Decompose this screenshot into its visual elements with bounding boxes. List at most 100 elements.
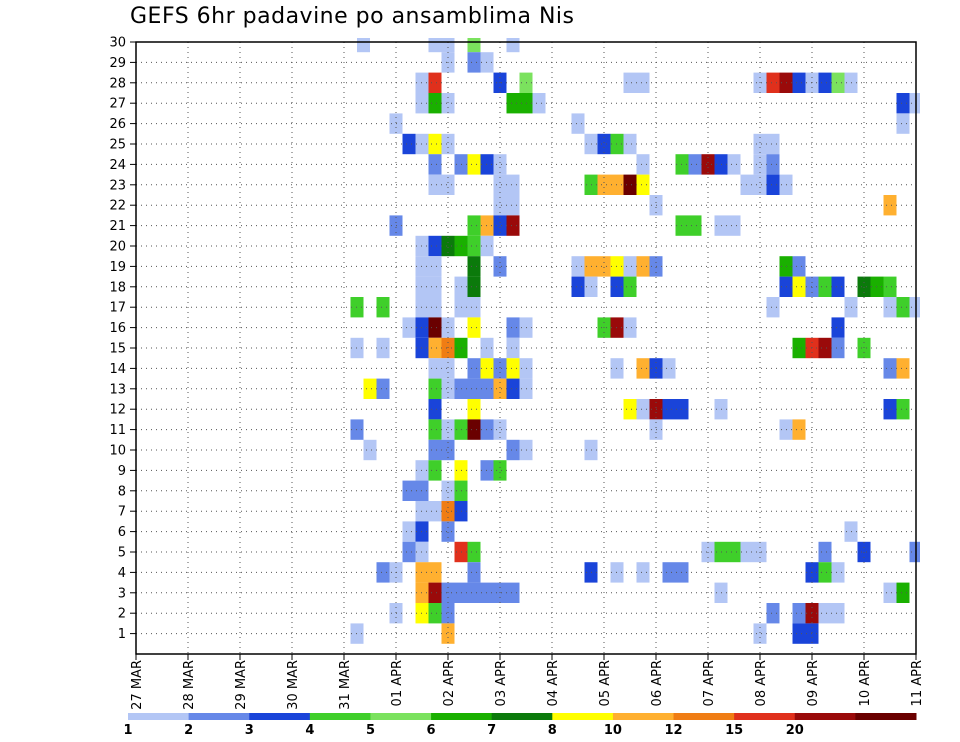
heatmap-cell (402, 133, 416, 155)
heatmap-cell (896, 582, 910, 603)
colorbar-segment (794, 713, 856, 720)
heatmap-cell (428, 235, 442, 257)
heatmap-cell (636, 174, 650, 195)
x-tick-label: 29 MAR (234, 660, 249, 710)
heatmap-cell (467, 38, 481, 53)
heatmap-cell (597, 133, 611, 155)
heatmap-cell (428, 256, 442, 277)
heatmap-cell (636, 256, 650, 277)
heatmap-cell (766, 133, 780, 155)
heatmap-cell (831, 276, 845, 297)
x-tick-label: 05 APR (598, 660, 613, 706)
heatmap-cell (441, 358, 455, 379)
heatmap-cell (623, 133, 637, 155)
heatmap-cell (467, 297, 481, 318)
heatmap-cell (883, 399, 897, 420)
colorbar-segment (309, 713, 371, 720)
y-tick-label: 21 (109, 219, 126, 234)
y-tick-label: 24 (109, 158, 126, 173)
heatmap-cell (883, 582, 897, 603)
heatmap-cell (909, 297, 920, 318)
heatmap-cell (428, 358, 442, 379)
heatmap-cell (428, 93, 442, 114)
colorbar-label: 2 (184, 723, 193, 738)
y-tick-label: 23 (109, 178, 126, 193)
y-tick-label: 29 (109, 56, 126, 71)
heatmap-cell (753, 623, 767, 644)
heatmap-cell (792, 256, 806, 277)
y-tick-label: 12 (109, 403, 126, 418)
heatmap-cell (467, 562, 481, 583)
heatmap-cell (857, 276, 871, 297)
colorbar-label: 10 (604, 723, 622, 738)
colorbar-label: 7 (487, 723, 496, 738)
heatmap-cell (441, 603, 455, 624)
x-tick-label: 09 APR (806, 660, 821, 706)
heatmap-cell (506, 439, 520, 461)
heatmap-cell (896, 113, 910, 134)
colorbar-label: 1 (123, 723, 132, 738)
heatmap-cell (506, 195, 520, 216)
heatmap-cell (818, 562, 832, 583)
y-tick-label: 25 (109, 138, 126, 153)
x-tick-label: 08 APR (754, 660, 769, 706)
chart-title: GEFS 6hr padavine po ansamblima Nis (130, 4, 575, 29)
heatmap-cell (818, 337, 832, 359)
heatmap-cell (428, 399, 442, 420)
x-axis: 27 MAR 28 MAR 29 MAR 30 MAR 31 MAR 01 APR 02 A… (130, 654, 925, 710)
heatmap-cell (792, 623, 806, 644)
y-tick-label: 14 (109, 362, 126, 377)
colorbar-segment (370, 713, 432, 720)
y-tick-label: 27 (109, 97, 126, 112)
y-tick-label: 6 (118, 525, 126, 540)
heatmap-cell (831, 72, 845, 93)
heatmap-cell (428, 38, 442, 53)
heatmap-cell (441, 133, 455, 155)
x-tick-label: 04 APR (546, 660, 561, 706)
heatmap-cell (792, 337, 806, 359)
heatmap-cell (467, 358, 481, 379)
heatmap-cell (363, 378, 377, 399)
heatmap-cell (357, 38, 370, 53)
x-tick-label: 03 APR (494, 660, 509, 706)
heatmap-cell (792, 72, 806, 93)
heatmap-cell (467, 399, 481, 420)
heatmap-cell (623, 72, 637, 93)
heatmap-cell (376, 562, 390, 583)
heatmap-cell (493, 195, 507, 216)
heatmap-cell (662, 399, 676, 420)
heatmap-cell (428, 419, 442, 440)
heatmap-cell (467, 582, 481, 603)
heatmap-cell (883, 358, 897, 379)
y-tick-label: 4 (118, 566, 126, 581)
heatmap-cell (376, 337, 390, 359)
heatmap-cell (441, 439, 455, 461)
colorbar-segment (128, 713, 190, 720)
y-tick-label: 26 (109, 117, 126, 132)
heatmap-cell (532, 93, 546, 114)
heatmap-cell (818, 603, 832, 624)
heatmap-cell (428, 174, 442, 195)
y-tick-label: 28 (109, 76, 126, 91)
heatmap-cell (831, 562, 845, 583)
heatmap-cell (792, 276, 806, 297)
heatmap-cell (506, 174, 520, 195)
heatmap-cell (467, 256, 481, 277)
heatmap-cell (493, 256, 507, 277)
heatmap-cell (506, 378, 520, 399)
heatmap-cell (428, 276, 442, 297)
heatmap-cell (571, 276, 585, 297)
heatmap-cell (467, 276, 481, 297)
y-tick-label: 5 (118, 546, 126, 561)
heatmap-cell (883, 195, 897, 216)
colorbar-label: 4 (305, 723, 314, 738)
heatmap-cell (571, 113, 585, 134)
heatmap-cell (831, 603, 845, 624)
y-tick-label: 11 (109, 423, 126, 438)
heatmap-cell (597, 256, 611, 277)
heatmap-cell (428, 297, 442, 318)
heatmap-cell (441, 501, 455, 522)
colorbar-label: 20 (786, 723, 804, 738)
heatmap-cell (402, 480, 416, 501)
